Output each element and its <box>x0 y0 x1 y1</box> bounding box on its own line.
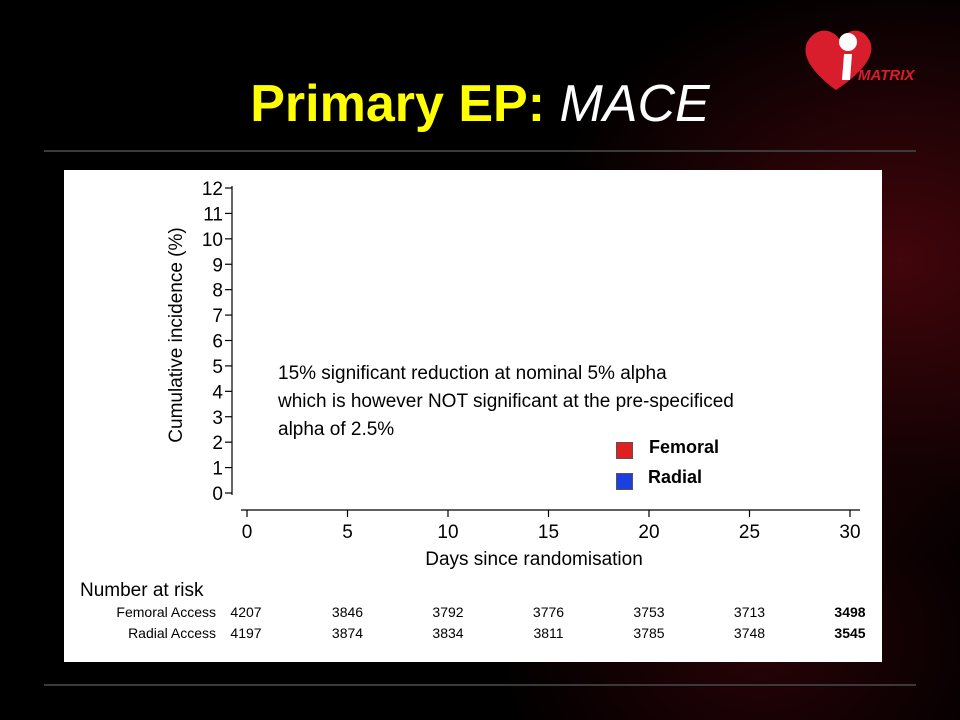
risk-cell: 4207 <box>230 604 262 620</box>
y-tick-label: 10 <box>202 230 223 251</box>
risk-cell: 3498 <box>834 604 866 620</box>
risk-cell: 3834 <box>432 625 464 641</box>
risk-cell: 3785 <box>633 625 665 641</box>
slide-title: Primary EP: MACE <box>0 72 960 136</box>
risk-cell: 3874 <box>331 625 364 641</box>
x-tick-label: 15 <box>538 522 559 543</box>
y-tick-label: 12 <box>202 179 223 200</box>
annotation-line-1: 15% significant reduction at nominal 5% … <box>278 363 667 384</box>
risk-cell: 3811 <box>533 625 564 641</box>
legend-label-femoral: Femoral <box>649 437 720 457</box>
risk-cell: 3776 <box>532 604 565 620</box>
content-frame <box>44 150 916 686</box>
annotation-line-2: which is however NOT significant at the … <box>278 391 734 412</box>
title-sub: MACE <box>559 75 710 133</box>
y-tick-label: 8 <box>212 281 223 302</box>
legend-swatch-femoral <box>616 442 633 459</box>
y-tick-label: 4 <box>212 382 223 403</box>
svg-text:MATRIX: MATRIX <box>858 67 915 84</box>
x-tick-label: 10 <box>437 522 458 543</box>
risk-cell: 3792 <box>432 604 464 620</box>
y-tick-label: 7 <box>212 306 223 327</box>
y-tick-label: 0 <box>212 484 223 505</box>
risk-row-label: Radial Access <box>128 625 216 641</box>
x-tick-label: 5 <box>342 522 353 543</box>
x-tick-label: 20 <box>638 522 659 543</box>
y-axis-label: Cumulative incidence (%) <box>166 227 187 442</box>
legend-swatch-radial <box>616 473 633 490</box>
risk-cell: 3748 <box>733 625 766 641</box>
risk-cell: 3753 <box>633 604 665 620</box>
legend-label-radial: Radial <box>648 467 703 487</box>
title-main: Primary EP: <box>250 75 546 133</box>
x-axis-label: Days since randomisation <box>425 549 643 570</box>
chart-panel: 0 1 2 3 4 5 6 7 8 9 10 11 12 0 5 10 15 20 25 30 Cumulative… <box>64 170 882 662</box>
y-tick-label: 2 <box>212 433 223 454</box>
risk-cell: 4197 <box>230 625 262 641</box>
risk-cell: 3846 <box>331 604 364 620</box>
matrix-logo: MATRIX <box>805 30 915 90</box>
annotation-text: 15% significant reduction at nominal 5% … <box>278 360 878 444</box>
y-tick-label: 3 <box>212 408 223 429</box>
y-tick-label: 9 <box>212 255 223 276</box>
y-tick-label: 1 <box>212 459 223 480</box>
risk-row-label: Femoral Access <box>116 604 216 620</box>
x-tick-label: 25 <box>739 522 760 543</box>
risk-cell: 3545 <box>834 625 866 641</box>
y-tick-label: 11 <box>203 204 223 225</box>
risk-cell: 3713 <box>733 604 766 620</box>
risk-table-title: Number at risk <box>80 580 204 601</box>
y-tick-label: 6 <box>212 332 223 353</box>
x-tick-label: 0 <box>242 522 253 543</box>
x-tick-label: 30 <box>839 522 860 543</box>
y-tick-label: 5 <box>212 357 223 378</box>
annotation-line-3: alpha of 2.5% <box>278 419 395 440</box>
x-axis: 0 5 10 15 20 25 30 <box>241 509 861 543</box>
